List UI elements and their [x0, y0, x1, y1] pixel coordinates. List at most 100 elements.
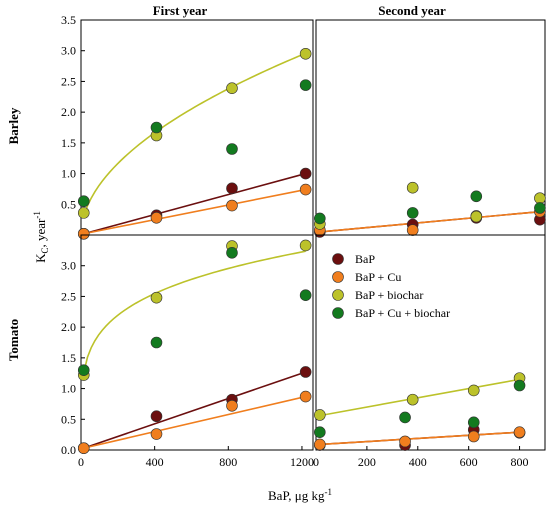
- legend-label-bap-cu-biochar: BaP + Cu + biochar: [355, 306, 450, 320]
- legend-marker-bap-biochar: [332, 289, 344, 301]
- x-tick-label: 0: [313, 455, 319, 469]
- y-tick-label: 3.0: [61, 44, 76, 58]
- y-tick-label: 0.0: [61, 443, 76, 457]
- point-bap-cu: [299, 183, 312, 196]
- legend-marker-bap-cu: [332, 271, 344, 283]
- point-bap-cu: [226, 399, 238, 412]
- x-tick-label: 1200: [290, 455, 314, 469]
- x-tick-label: 400: [146, 455, 164, 469]
- x-tick-label: 200: [358, 455, 376, 469]
- point-bap-cu: [314, 438, 326, 451]
- point-bap-cu: [406, 224, 419, 236]
- point-bap-cu-biochar: [77, 364, 90, 376]
- point-bap-cu: [150, 428, 163, 440]
- point-bap-biochar: [406, 393, 419, 406]
- point-bap: [226, 182, 238, 195]
- panel-frame: [80, 234, 314, 451]
- legend-label-bap: BaP: [355, 252, 375, 266]
- panel-frame: [315, 19, 546, 236]
- x-tick-label: 0: [78, 455, 84, 469]
- y-tick-label: 2.0: [61, 320, 76, 334]
- fit-line-bap-biochar: [319, 378, 520, 417]
- y-axis-label-sub: C: [40, 247, 50, 253]
- x-tick-label: 400: [409, 455, 427, 469]
- point-bap-biochar: [299, 47, 312, 60]
- point-bap-cu-biochar: [77, 195, 90, 208]
- y-tick-label: 2.5: [61, 289, 76, 303]
- point-bap-cu-biochar: [314, 212, 326, 225]
- row-title-barley: Barley: [6, 107, 21, 144]
- panel-barley-second-year: [314, 19, 546, 238]
- panel-frame: [315, 234, 546, 451]
- point-bap: [299, 167, 312, 180]
- fit-line-bap-cu: [83, 188, 306, 235]
- point-bap-cu: [77, 227, 90, 240]
- fit-line-bap-biochar: [83, 52, 306, 217]
- point-bap-biochar: [406, 181, 419, 194]
- point-bap-biochar: [77, 207, 90, 219]
- fit-line-bap-biochar: [82, 250, 306, 373]
- point-bap-cu: [467, 430, 480, 443]
- y-tick-label: 3.5: [61, 13, 76, 27]
- point-bap-cu: [399, 435, 411, 448]
- legend: BaP BaP + Cu BaP + biochar BaP + Cu + bi…: [332, 252, 450, 320]
- point-bap-cu-biochar: [299, 79, 312, 91]
- y-axis-label-exp: -1: [32, 211, 42, 219]
- x-tick-label: 800: [511, 455, 529, 469]
- y-axis-label-main: K: [33, 253, 48, 263]
- point-bap-cu-biochar: [406, 207, 419, 219]
- point-bap-biochar: [299, 239, 312, 252]
- legend-label-bap-biochar: BaP + biochar: [355, 288, 423, 302]
- x-tick-label: 800: [219, 455, 237, 469]
- point-bap-biochar: [150, 291, 163, 304]
- x-tick-label: 600: [460, 455, 478, 469]
- point-bap: [150, 410, 163, 423]
- panels: 0.5 1.0 1.5 2.0 2.5 3.0 3.5 0.0 0.5 1.0 1.5 2.0 2.5 3…: [61, 13, 546, 469]
- point-bap-cu-biochar: [299, 289, 312, 302]
- point-bap-cu-biochar: [314, 426, 326, 438]
- point-bap-cu-biochar: [513, 379, 526, 392]
- fit-line-bap-cu: [83, 395, 306, 449]
- y-tick-label: 0.5: [61, 197, 76, 211]
- fit-line-bap: [83, 371, 306, 449]
- x-axis-label: BaP, μg kg-1: [268, 487, 332, 503]
- y-tick-label: 2.0: [61, 105, 76, 119]
- point-bap-biochar: [534, 192, 546, 204]
- point-bap-cu-biochar: [467, 416, 480, 429]
- fit-line-bap: [83, 172, 306, 235]
- panel-barley-first-year: 0.5 1.0 1.5 2.0 2.5 3.0 3.5: [61, 13, 314, 240]
- y-tick-label: 1.5: [61, 351, 76, 365]
- point-bap-biochar: [470, 210, 483, 223]
- y-tick-label: 1.0: [61, 382, 76, 396]
- point-bap-cu: [150, 212, 163, 224]
- row-title-tomato: Tomato: [6, 319, 21, 361]
- point-bap-cu-biochar: [226, 143, 238, 155]
- y-tick-label: 1.5: [61, 136, 76, 150]
- point-bap-cu-biochar: [226, 247, 238, 259]
- fit-line-bap-cu: [319, 431, 520, 446]
- col-title-first-year: First year: [153, 3, 208, 18]
- point-bap-biochar: [467, 384, 480, 397]
- point-bap-cu-biochar: [150, 121, 163, 134]
- point-bap-cu-biochar: [150, 336, 163, 349]
- legend-label-bap-cu: BaP + Cu: [355, 270, 401, 284]
- y-tick-label: 2.5: [61, 74, 76, 88]
- point-bap-cu: [226, 199, 238, 212]
- point-bap-cu: [77, 442, 90, 454]
- y-tick-label: 1.0: [61, 167, 76, 181]
- point-bap-cu: [299, 390, 312, 403]
- point-bap-biochar: [314, 409, 326, 421]
- y-tick-label: 0.5: [61, 412, 76, 426]
- point-bap-cu: [513, 426, 526, 438]
- point-bap-biochar: [226, 82, 238, 94]
- panel-tomato-first-year: 0.0 0.5 1.0 1.5 2.0 2.5 3.0 0 400 800 1200: [61, 234, 314, 469]
- fit-line-bap-cu: [319, 210, 540, 233]
- point-bap-cu-biochar: [399, 411, 411, 424]
- point-bap-cu-biochar: [470, 190, 483, 203]
- point-bap: [299, 366, 312, 378]
- legend-marker-bap-cu-biochar: [332, 307, 344, 319]
- y-axis-label: KC, year-1: [32, 211, 50, 263]
- y-tick-label: 3.0: [61, 259, 76, 273]
- x-axis-label-exp: -1: [324, 487, 332, 497]
